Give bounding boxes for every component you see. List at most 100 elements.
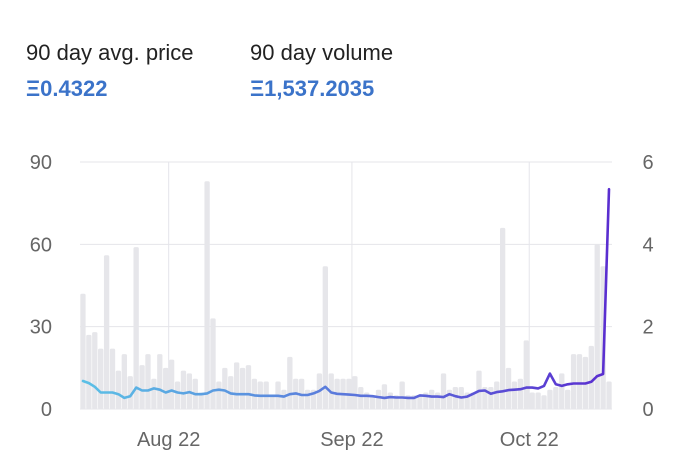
price-point [118, 393, 120, 395]
avg-price-value: Ξ0.4322 [26, 76, 108, 101]
y-left-tick-label: 90 [30, 152, 52, 174]
price-point [342, 393, 344, 395]
volume-bar [494, 381, 500, 409]
price-point [525, 387, 527, 389]
price-point [372, 395, 374, 397]
price-point [165, 392, 167, 394]
volume-bar [121, 354, 127, 409]
price-point [295, 393, 297, 395]
volume-bar [559, 373, 565, 409]
price-point [307, 394, 309, 396]
volume-bar [233, 362, 240, 409]
price-point [301, 394, 303, 396]
volume-bar [151, 378, 157, 409]
volume-bar [417, 395, 423, 409]
volume-bar [588, 345, 594, 409]
price-point [531, 387, 533, 389]
volume-bar [304, 389, 311, 409]
price-line-group [81, 187, 611, 400]
volume-bar [80, 293, 86, 409]
volume-bar [180, 370, 187, 409]
volume-bar [239, 367, 246, 409]
volume-bar [606, 381, 612, 409]
volume-bar [204, 181, 210, 409]
price-point [236, 393, 238, 395]
price-point [271, 395, 273, 397]
price-point [561, 385, 563, 387]
volume-bar [222, 367, 228, 409]
volume-bar [488, 387, 494, 409]
volume-bar [505, 367, 512, 409]
volume-bar [565, 389, 571, 409]
price-point [135, 387, 137, 389]
y-right-tick-label: 2 [642, 317, 653, 339]
volume-bar [499, 227, 506, 409]
price-point [159, 389, 161, 391]
volume-bar [281, 389, 287, 409]
volume-bar [352, 376, 358, 409]
volume-bar [446, 389, 453, 409]
price-point [496, 391, 498, 393]
gridlines [80, 161, 612, 410]
volume-bar [168, 359, 175, 409]
price-point [608, 188, 610, 190]
price-point [449, 393, 451, 395]
price-point [100, 392, 102, 394]
volume-bar [399, 381, 405, 409]
price-point [567, 384, 569, 386]
price-point [212, 390, 214, 392]
price-point [129, 395, 131, 397]
volume-bar [245, 365, 252, 409]
price-point [218, 389, 220, 391]
price-point [325, 386, 327, 388]
price-point [390, 396, 392, 398]
volume-bar [322, 266, 328, 409]
price-point [472, 393, 474, 395]
avg-price-label: 90 day avg. price [26, 40, 194, 65]
price-point [537, 388, 539, 390]
price-point [378, 396, 380, 398]
price-point [330, 392, 332, 394]
volume-bar [210, 318, 216, 409]
y-right-tick-label: 4 [642, 234, 653, 256]
price-point [466, 396, 468, 398]
volume-bars [80, 181, 612, 409]
price-point [112, 392, 114, 394]
volume-bar [541, 395, 547, 409]
volume-bar [387, 392, 393, 409]
volume-bar [375, 389, 382, 409]
price-point [490, 393, 492, 395]
price-point [514, 389, 516, 391]
volume-bar [216, 381, 222, 409]
price-point [319, 390, 321, 392]
price-point [443, 396, 445, 398]
price-point [124, 397, 126, 399]
price-point [508, 389, 510, 391]
price-point [602, 373, 604, 375]
price-point [230, 393, 232, 395]
price-point [200, 393, 202, 395]
volume-bar [127, 376, 133, 409]
volume-bar [434, 392, 441, 409]
price-point [277, 395, 279, 397]
axis-labels: 0 30 60 90 0 2 4 6 Aug 22 Sep 22 Oct 22 [30, 152, 654, 451]
volume-bar [429, 389, 435, 409]
price-point [194, 393, 196, 395]
price-point [88, 382, 90, 384]
volume-bar [145, 354, 151, 409]
volume-bar [358, 387, 364, 409]
volume-stat: 90 day volume Ξ1,537.2035 [250, 40, 393, 102]
avg-price-line [81, 187, 611, 400]
price-point [283, 396, 285, 398]
price-point [147, 390, 149, 392]
volume-bar [535, 392, 541, 409]
price-point [336, 393, 338, 395]
volume-bar [440, 373, 447, 409]
y-left-tick-label: 60 [30, 234, 52, 256]
price-point [94, 386, 96, 388]
volume-value: Ξ1,537.2035 [250, 76, 375, 101]
price-point [242, 393, 244, 395]
volume-bar [523, 340, 529, 409]
price-point [460, 397, 462, 399]
price-point [437, 396, 439, 398]
